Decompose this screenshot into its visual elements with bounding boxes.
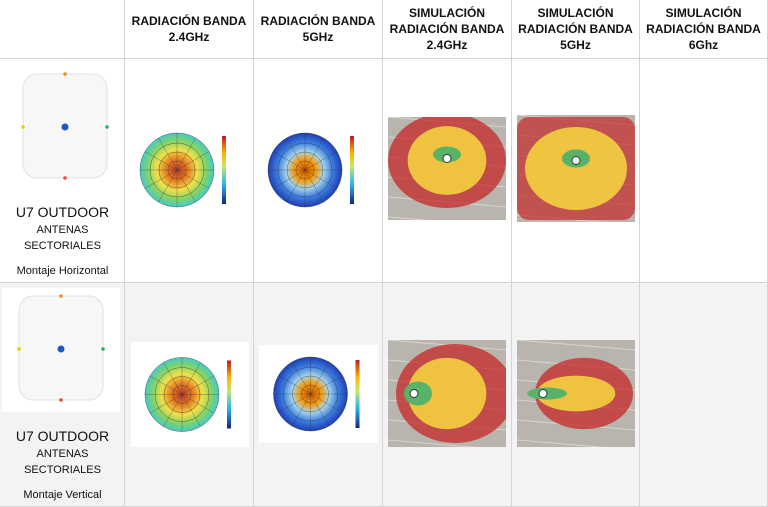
table-cell [640, 59, 768, 283]
marker [59, 398, 63, 402]
ap-icon [571, 156, 581, 165]
polar-spoke [304, 169, 338, 189]
colorbar [350, 136, 354, 204]
polar-spoke [310, 375, 343, 395]
header-cell: SIMULACIÓN RADIACIÓN BANDA 6Ghz [640, 0, 768, 59]
simulation-image [388, 117, 506, 220]
led [61, 123, 69, 131]
polar-spoke [310, 393, 330, 427]
polar-spoke [144, 169, 178, 189]
header-cell: SIMULACIÓN RADIACIÓN BANDA 2.4GHz [383, 0, 512, 59]
polar-spoke [149, 375, 183, 395]
header-line: RADIACIÓN BANDA [131, 14, 247, 28]
polar-spoke [310, 393, 343, 413]
simulation-image [517, 115, 635, 222]
polar-spoke [181, 394, 201, 427]
polar-spoke [176, 169, 210, 189]
polar-spoke [291, 361, 311, 395]
header-line: RADIACIÓN BANDA [518, 22, 633, 36]
colorbar [227, 360, 231, 429]
zone-yellow [407, 357, 487, 430]
polar-spoke [181, 375, 215, 395]
polar-spoke [149, 394, 183, 414]
marker [59, 294, 63, 298]
polar-spoke [286, 169, 306, 203]
header-line: 6Ghz [688, 38, 719, 52]
map-road [388, 439, 477, 447]
polar-spoke [181, 394, 215, 414]
header-line: RADIACIÓN BANDA [389, 22, 505, 36]
header-cell: SIMULACIÓN RADIACIÓN BANDA 5GHz [512, 0, 640, 59]
polar-spoke [278, 375, 311, 395]
header-line: 2.4GHz [426, 38, 468, 52]
polar-spoke [291, 393, 311, 427]
header-line: SIMULACIÓN [409, 6, 485, 20]
simulation-image [517, 340, 635, 447]
polar-plot [259, 345, 378, 443]
header-line: 2.4GHz [168, 30, 210, 44]
header-line: RADIACIÓN BANDA [646, 22, 761, 36]
header-line: SIMULACIÓN [537, 6, 614, 20]
polar-spoke [304, 137, 324, 171]
device-image [21, 72, 109, 180]
zone-yellow [536, 375, 616, 412]
polar-spoke [310, 361, 330, 395]
marker [101, 347, 105, 351]
table-cell [640, 283, 768, 507]
mount-type: Montaje Horizontal [16, 265, 109, 277]
header-line: 5GHz [302, 30, 334, 44]
marker [105, 125, 109, 129]
antenna-type: ANTENAS [36, 448, 89, 460]
polar-spoke [181, 362, 201, 395]
antenna-type: ANTENAS [36, 224, 89, 236]
polar-spoke [176, 169, 196, 203]
polar-spoke [176, 137, 196, 171]
map-road [388, 216, 430, 220]
header-line: SIMULACIÓN [665, 6, 742, 20]
zone-yellow [525, 127, 627, 210]
header-cell: RADIACIÓN BANDA 2.4GHz [125, 0, 254, 59]
polar-spoke [158, 169, 178, 203]
polar-plot [139, 132, 226, 208]
header-line: 5GHz [560, 38, 591, 52]
polar-spoke [272, 151, 306, 171]
header-line: RADIACIÓN BANDA [260, 14, 376, 28]
marker [21, 125, 25, 129]
mount-type: Montaje Vertical [23, 489, 102, 501]
polar-spoke [163, 394, 183, 427]
ap-icon [409, 389, 419, 398]
ap-icon [538, 389, 548, 398]
polar-plot [131, 342, 249, 447]
antenna-type: SECTORIALES [24, 464, 101, 476]
polar-spoke [286, 137, 306, 171]
polar-spoke [304, 151, 338, 171]
map-road [517, 439, 606, 447]
model-name: U7 OUTDOOR [15, 204, 110, 220]
polar-spoke [278, 393, 311, 413]
marker [63, 72, 67, 76]
polar-spoke [272, 169, 306, 189]
marker [17, 347, 21, 351]
polar-spoke [158, 137, 178, 171]
led [57, 345, 65, 353]
header-cell [0, 0, 125, 59]
simulation-image [388, 340, 506, 447]
polar-plot [267, 132, 354, 208]
ap-icon [442, 154, 452, 163]
header-cell: RADIACIÓN BANDA 5GHz [254, 0, 383, 59]
polar-spoke [144, 151, 178, 171]
colorbar [355, 360, 360, 428]
marker [63, 176, 67, 180]
polar-spoke [304, 169, 324, 203]
colorbar [222, 136, 226, 204]
polar-spoke [176, 151, 210, 171]
map-road [517, 340, 635, 351]
device-image [2, 288, 120, 412]
polar-spoke [163, 362, 183, 395]
antenna-type: SECTORIALES [24, 240, 101, 252]
model-name: U7 OUTDOOR [15, 428, 110, 444]
